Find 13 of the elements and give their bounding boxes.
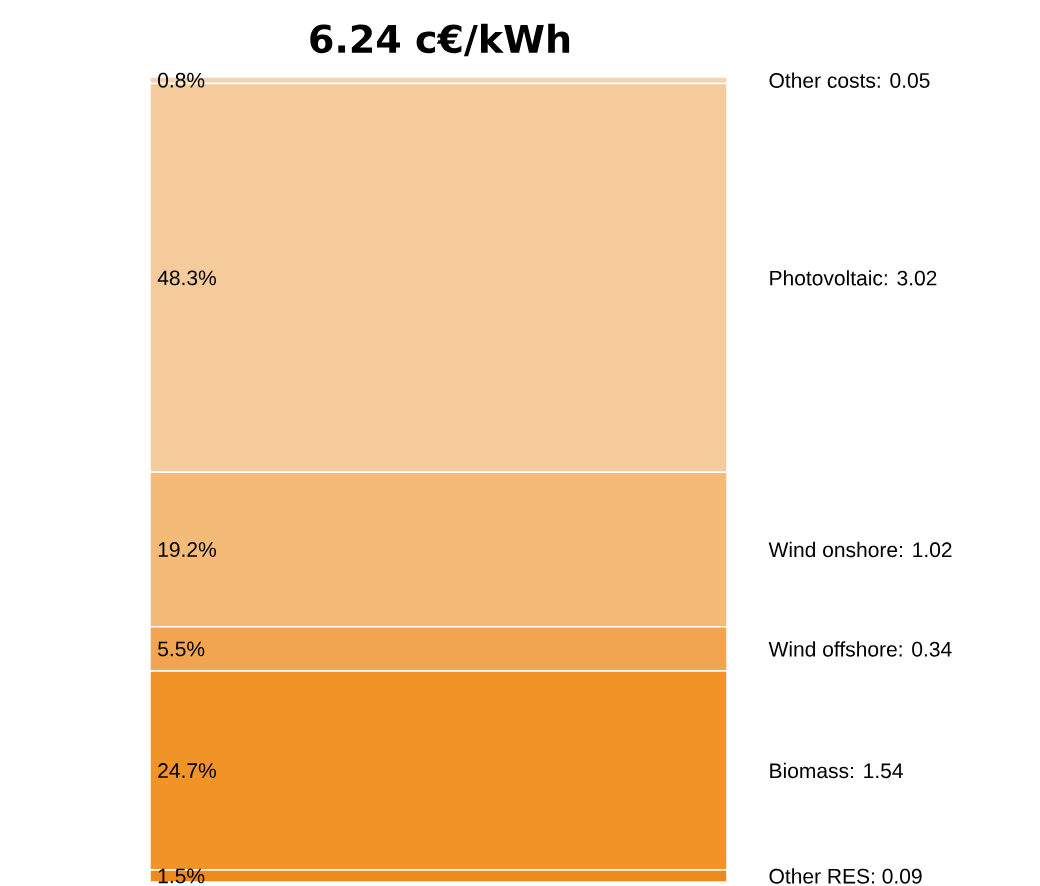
- text: Other RES: 0.09: [769, 868, 922, 884]
- data-label: 24.7%: [158, 763, 216, 778]
- text: Photovoltaic: 3.02: [770, 270, 937, 286]
- series-label: Wind onshore: 1.02: [768, 541, 952, 558]
- chart-title: 6.24 c€/kWh: [310, 23, 570, 57]
- data-label: 1.5%: [158, 868, 205, 884]
- data-label: 48.3%: [157, 270, 216, 286]
- text: Other costs: 0.05: [769, 72, 930, 88]
- data-label: 19.2%: [158, 542, 216, 557]
- data-label: 5.5%: [158, 641, 205, 657]
- data-label: 0.8%: [158, 72, 205, 88]
- text: Biomass: 1.54: [770, 762, 903, 779]
- series-label: Wind offshore: 0.34: [768, 641, 952, 657]
